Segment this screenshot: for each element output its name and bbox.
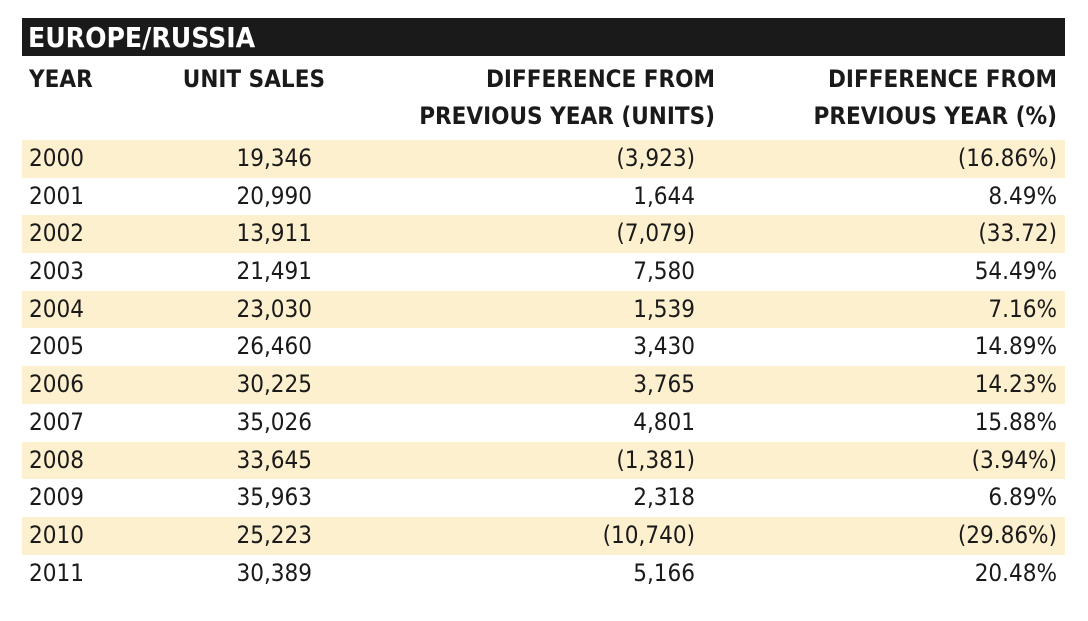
header-diff-pct-line2: PREVIOUS YEAR (%) [813,102,1058,130]
cell-diff-pct: (16.86%) [957,144,1057,172]
cell-diff-units: (1,381) [616,445,695,474]
cell-diff-pct: 20.48% [974,558,1057,587]
cell-diff-units: 1,644 [633,181,695,210]
cell-diff-pct: 15.88% [974,407,1057,436]
cell-unit-sales: 30,225 [236,370,312,399]
table-row: 2009 35,963 2,318 6.89% [22,479,1065,517]
header-diff-units: DIFFERENCE FROM PREVIOUS YEAR (UNITS) [419,61,715,135]
cell-diff-pct: 14.89% [974,332,1057,361]
cell-diff-units: 5,166 [633,558,695,587]
table-row: 2001 20,990 1,644 8.49% [22,178,1065,216]
header-year: YEAR [29,65,93,93]
table-row: 2003 21,491 7,580 54.49% [22,253,1065,291]
cell-year: 2003 [29,257,84,286]
header-diff-pct: DIFFERENCE FROM PREVIOUS YEAR (%) [814,61,1058,135]
table-row: 2005 26,460 3,430 14.89% [22,328,1065,366]
table-header: YEAR UNIT SALES DIFFERENCE FROM PREVIOUS… [22,56,1065,140]
cell-year: 2006 [29,370,84,399]
cell-year: 2009 [29,483,84,512]
cell-unit-sales: 25,223 [236,520,312,549]
cell-diff-units: 3,765 [633,370,695,399]
table-row: 2006 30,225 3,765 14.23% [22,366,1065,404]
cell-year: 2000 [29,144,84,172]
cell-year: 2007 [29,407,84,436]
cell-diff-units: 2,318 [633,483,695,512]
cell-unit-sales: 21,491 [236,257,312,286]
table-title: EUROPE/RUSSIA [22,18,1065,56]
table-row: 2007 35,026 4,801 15.88% [22,404,1065,442]
cell-year: 2004 [29,294,84,323]
cell-unit-sales: 23,030 [236,294,312,323]
cell-diff-units: 4,801 [633,407,695,436]
cell-diff-units: (7,079) [616,219,695,248]
cell-unit-sales: 33,645 [236,445,312,474]
table-row: 2010 25,223 (10,740) (29.86%) [22,516,1065,555]
cell-diff-pct: 7.16% [988,294,1057,323]
cell-diff-pct: (29.86%) [957,520,1057,549]
cell-unit-sales: 35,963 [236,483,312,512]
cell-diff-pct: 6.89% [988,483,1057,512]
table-row: 2008 33,645 (1,381) (3.94%) [22,441,1065,480]
cell-diff-pct: (33.72) [978,219,1057,248]
cell-unit-sales: 13,911 [236,219,312,248]
cell-unit-sales: 30,389 [236,558,312,587]
cell-diff-pct: 54.49% [974,257,1057,286]
table-row: 2000 19,346 (3,923) (16.86%) [22,140,1065,178]
cell-year: 2011 [29,558,84,587]
cell-diff-units: (10,740) [602,520,695,549]
cell-year: 2005 [29,332,84,361]
table-body: 2000 19,346 (3,923) (16.86%) 2001 20,990 1,644… [22,140,1065,592]
cell-diff-units: 3,430 [633,332,695,361]
table-row: 2011 30,389 5,166 20.48% [22,555,1065,593]
cell-unit-sales: 20,990 [236,181,312,210]
cell-year: 2010 [29,520,84,549]
cell-unit-sales: 26,460 [236,332,312,361]
header-diff-units-line1: DIFFERENCE FROM [485,65,715,93]
cell-diff-units: (3,923) [616,144,695,172]
cell-diff-units: 1,539 [633,294,695,323]
header-diff-units-line2: PREVIOUS YEAR (UNITS) [419,102,715,130]
cell-year: 2008 [29,445,84,474]
cell-year: 2002 [29,219,84,248]
cell-diff-pct: (3.94%) [971,445,1057,474]
cell-diff-units: 7,580 [633,257,695,286]
sales-table: EUROPE/RUSSIA YEAR UNIT SALES DIFFERENCE… [22,18,1065,592]
cell-unit-sales: 19,346 [236,144,312,172]
cell-diff-pct: 14.23% [974,370,1057,399]
cell-unit-sales: 35,026 [236,407,312,436]
header-diff-pct-line1: DIFFERENCE FROM [827,65,1057,93]
cell-year: 2001 [29,181,84,210]
table-row: 2002 13,911 (7,079) (33.72) [22,215,1065,254]
cell-diff-pct: 8.49% [988,181,1057,210]
header-unit-sales: UNIT SALES [182,65,325,93]
table-row: 2004 23,030 1,539 7.16% [22,290,1065,329]
